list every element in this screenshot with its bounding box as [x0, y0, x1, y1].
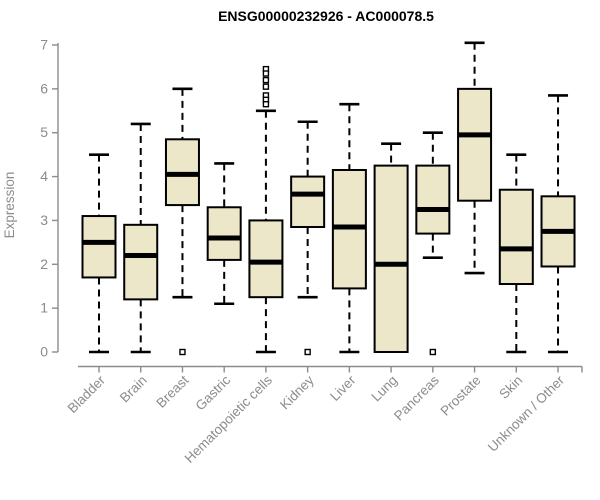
boxplot-gastric-box [206, 206, 242, 261]
boxplot-hematopoietic-cells-outlier [262, 76, 270, 84]
x-tick-label-unknown-other: Unknown / Other [485, 372, 568, 455]
x-tick-label-brain: Brain [117, 373, 150, 406]
boxplot-kidney-outlier [304, 348, 311, 356]
x-tick-label-prostate: Prostate [438, 373, 484, 419]
y-tick-label: 4 [40, 168, 48, 184]
y-tick-label: 2 [40, 256, 48, 272]
chart-title: ENSG00000232926 - AC000078.5 [218, 8, 434, 24]
boxplot-pancreas-box [415, 164, 451, 235]
boxplot-prostate-box [457, 87, 493, 202]
y-tick-label: 1 [40, 300, 48, 316]
x-tick-label-lung: Lung [368, 373, 400, 405]
y-tick-label: 3 [40, 212, 48, 228]
boxplot-brain-box [123, 223, 159, 301]
x-tick-label-gastric: Gastric [192, 372, 233, 413]
boxplot-skin-box [498, 188, 534, 286]
x-tick-label-pancreas: Pancreas [391, 372, 442, 423]
boxplot-hematopoietic-cells-outlier [262, 70, 270, 77]
y-tick-label: 6 [40, 80, 48, 96]
boxplot-bladder-box [81, 215, 117, 279]
y-tick-label: 7 [40, 37, 48, 53]
boxplot-pancreas-outlier [429, 348, 437, 356]
boxplot-hematopoietic-cells-outlier [262, 83, 270, 90]
boxplot-kidney-box [290, 175, 326, 229]
boxplot-hematopoietic-cells-box [248, 219, 284, 299]
y-tick-label: 5 [40, 124, 48, 140]
x-tick-label-bladder: Bladder [65, 372, 109, 416]
x-tick-label-skin: Skin [496, 373, 525, 402]
y-tick-label: 0 [40, 344, 48, 360]
x-tick-label-kidney: Kidney [277, 372, 317, 412]
x-tick-label-breast: Breast [153, 372, 191, 410]
boxplot-lung-box [373, 164, 409, 353]
boxplot-hematopoietic-cells-outlier [262, 101, 270, 108]
boxplot-breast-outlier [179, 348, 186, 356]
x-tick-label-liver: Liver [327, 372, 359, 404]
